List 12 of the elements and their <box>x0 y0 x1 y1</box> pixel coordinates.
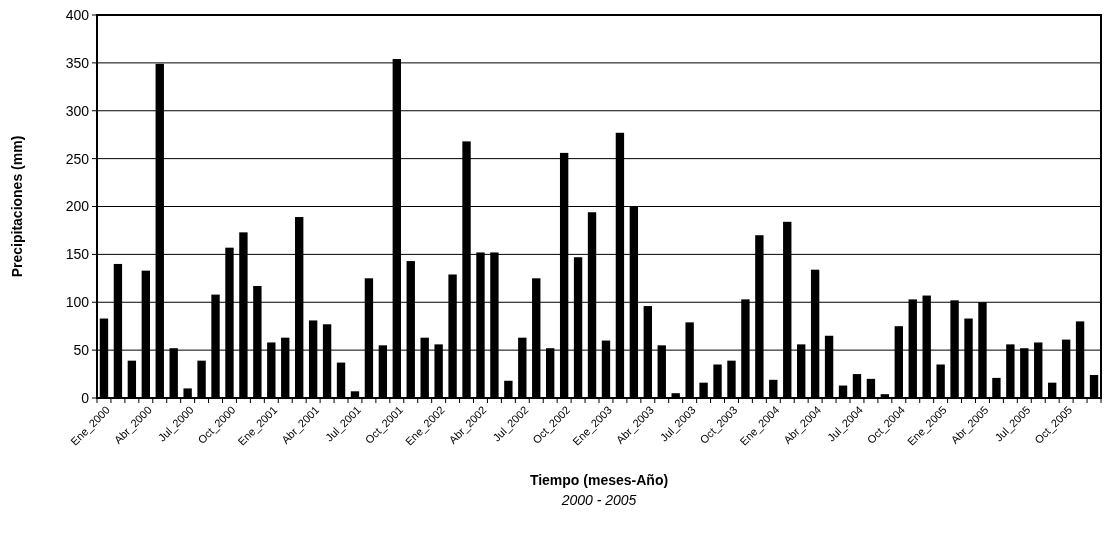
y-tick-label: 0 <box>81 389 90 406</box>
y-tick-label: 350 <box>65 54 90 71</box>
y-tick-label: 300 <box>65 102 90 119</box>
text: 2000 - 2005 <box>560 492 637 508</box>
y-tick-label: 50 <box>73 342 90 359</box>
y-tick-label: 250 <box>65 150 90 167</box>
y-tick-label: 100 <box>65 294 90 311</box>
y-tick-label: 150 <box>65 246 90 263</box>
y-axis-title: Precipitaciones (mm) <box>9 135 25 278</box>
y-tick-label: 200 <box>65 198 90 215</box>
x-axis-title: Tiempo (meses-Año) <box>529 472 669 488</box>
y-tick-label: 400 <box>65 6 90 23</box>
